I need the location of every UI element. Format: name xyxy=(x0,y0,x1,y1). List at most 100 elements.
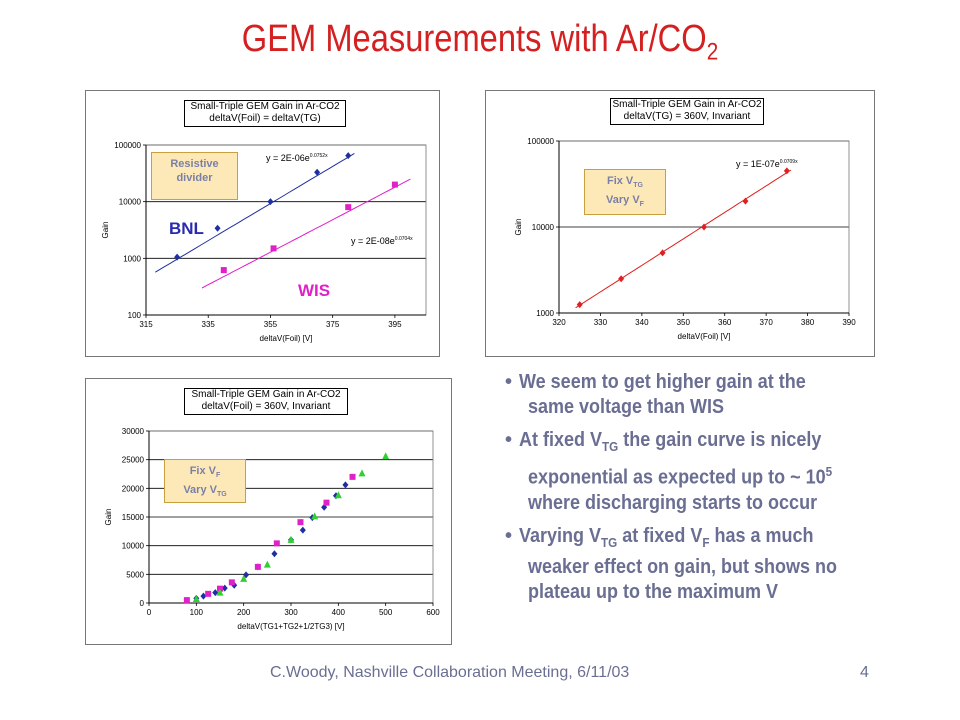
chart-panel-foil-invariant: Small-Triple GEM Gain in Ar-CO2 deltaV(F… xyxy=(85,378,452,645)
bullet-line: exponential as expected up to ~ 105 xyxy=(519,459,902,491)
x-tick-label: 355 xyxy=(264,320,278,329)
chart-title-line2: deltaV(Foil) = deltaV(TG) xyxy=(209,113,321,124)
y-axis-label: Gain xyxy=(514,219,523,236)
y-tick-label: 1000 xyxy=(536,309,554,318)
data-point xyxy=(783,167,790,175)
x-tick-label: 340 xyxy=(635,318,649,327)
fit-equation-text: y = 2E-08e xyxy=(351,236,395,246)
data-point xyxy=(214,224,221,232)
y-axis-label: Gain xyxy=(104,509,113,526)
chart-title-line2: deltaV(TG) = 360V, Invariant xyxy=(623,111,751,122)
footer-text: C.Woody, Nashville Collaboration Meeting… xyxy=(270,664,630,681)
x-tick-label: 360 xyxy=(718,318,732,327)
x-tick-label: 0 xyxy=(147,608,152,617)
y-tick-label: 25000 xyxy=(122,456,145,465)
y-tick-label: 100000 xyxy=(527,137,554,146)
bullet-item: Varying VTG at fixed VF has a muchweaker… xyxy=(505,524,945,605)
fit-equation-exponent: 0.0709x xyxy=(779,159,798,165)
series-label-bnl: BNL xyxy=(169,219,204,238)
x-tick-label: 350 xyxy=(677,318,691,327)
data-point xyxy=(342,481,349,489)
data-point xyxy=(228,579,235,586)
callout-line2: divider xyxy=(176,172,213,184)
x-tick-label: 320 xyxy=(552,318,566,327)
y-tick-label: 30000 xyxy=(122,427,145,436)
callout-line1: Fix VTG xyxy=(606,175,644,190)
data-point xyxy=(349,473,356,480)
bullet-line: same voltage than WIS xyxy=(519,395,902,420)
data-point xyxy=(321,503,328,511)
data-point xyxy=(287,535,295,543)
bullet-line: plateau up to the maximum V xyxy=(519,580,902,605)
data-point xyxy=(200,592,207,600)
bullet-item: We seem to get higher gain at the same vo… xyxy=(505,370,945,420)
series-label-wis: WIS xyxy=(298,281,331,300)
bullet-text: TG xyxy=(601,534,618,550)
bullet-text: At fixed V xyxy=(519,429,603,451)
callout-line1: Resistive xyxy=(170,158,219,170)
chart-panel-foil-equal-tg: Small-Triple GEM Gain in Ar-CO2 deltaV(F… xyxy=(85,90,440,357)
bullet-text: where discharging starts to occur xyxy=(528,491,818,514)
bullet-text: same voltage than WIS xyxy=(528,396,725,418)
y-tick-label: 10000 xyxy=(119,198,142,207)
callout-line1: Fix VF xyxy=(189,465,221,480)
page-number: 4 xyxy=(860,664,869,681)
data-point xyxy=(254,563,261,570)
x-tick-label: 100 xyxy=(190,608,204,617)
data-point xyxy=(345,204,352,211)
callout-fix-vtg: Fix VTG Vary VF xyxy=(584,169,666,215)
data-point xyxy=(345,152,352,160)
bullet-text: Varying V xyxy=(519,524,602,547)
data-point xyxy=(216,588,224,596)
y-tick-label: 20000 xyxy=(122,484,145,493)
data-point xyxy=(659,249,666,257)
bullet-text: We seem to get higher gain at the xyxy=(519,371,806,393)
bullet-text: TG xyxy=(602,439,619,454)
data-point xyxy=(243,571,250,579)
chart-panel-tg-invariant: Small-Triple GEM Gain in Ar-CO2 deltaV(T… xyxy=(485,90,875,357)
x-tick-label: 380 xyxy=(801,318,815,327)
fit-line xyxy=(155,152,355,273)
data-point xyxy=(323,499,330,506)
chart-plot-svg: 320 330 340 350 360 370 380 390 1000 10000 100000 d… xyxy=(514,137,856,341)
x-tick-label: 300 xyxy=(284,608,298,617)
y-tick-label: 5000 xyxy=(126,570,144,579)
chart-title-line2: deltaV(Foil) = 360V, Invariant xyxy=(201,401,331,412)
x-tick-label: 395 xyxy=(388,320,402,329)
data-point xyxy=(314,168,321,176)
fit-equation-text: y = 1E-07e xyxy=(736,159,780,169)
chart-plot-svg: 315 335 355 375 395 100 1000 10000 100000 deltaV(… xyxy=(101,141,427,343)
x-tick-label: 330 xyxy=(594,318,608,327)
data-point xyxy=(221,584,228,592)
data-point xyxy=(742,197,749,205)
bullet-text: at fixed V xyxy=(617,524,703,547)
fit-equation-exponent: 0.0704x xyxy=(394,236,413,242)
slide-title: GEM Measurements with Ar/CO2 xyxy=(67,18,893,67)
data-point xyxy=(618,275,625,283)
fit-line xyxy=(575,169,792,309)
data-point xyxy=(240,574,248,582)
chart-title-box: Small-Triple GEM Gain in Ar-CO2 deltaV(F… xyxy=(184,388,348,415)
fit-equation-bnl: y = 2E-06e0.0752x xyxy=(266,153,328,163)
fit-equation-text: y = 2E-06e xyxy=(266,153,310,163)
data-point xyxy=(358,469,366,477)
data-point xyxy=(183,597,190,604)
bullet-text: 5 xyxy=(825,464,833,479)
x-axis-label: deltaV(Foil) [V] xyxy=(260,334,313,343)
bullet-text: F xyxy=(702,534,710,550)
bullet-text: weaker effect on gain, but shows no xyxy=(528,555,838,578)
chart-title-line1: Small-Triple GEM Gain in Ar-CO2 xyxy=(190,101,340,112)
y-tick-label: 100 xyxy=(128,311,142,320)
x-axis-label: deltaV(Foil) [V] xyxy=(678,332,731,341)
data-point xyxy=(212,589,219,597)
chart-plot-svg: 0 100 200 300 400 500 600 0 5000 10000 15000 20000 2… xyxy=(104,427,440,631)
bullet-item: At fixed VTG the gain curve is nicely exp… xyxy=(505,428,945,516)
y-tick-label: 15000 xyxy=(122,513,145,522)
bullet-text: the gain curve is nicely xyxy=(618,429,822,451)
x-tick-label: 335 xyxy=(202,320,216,329)
data-point xyxy=(220,267,227,274)
x-tick-label: 500 xyxy=(379,608,393,617)
chart-title-box: Small-Triple GEM Gain in Ar-CO2 deltaV(T… xyxy=(610,98,764,125)
x-tick-label: 400 xyxy=(332,608,346,617)
x-tick-label: 370 xyxy=(759,318,773,327)
